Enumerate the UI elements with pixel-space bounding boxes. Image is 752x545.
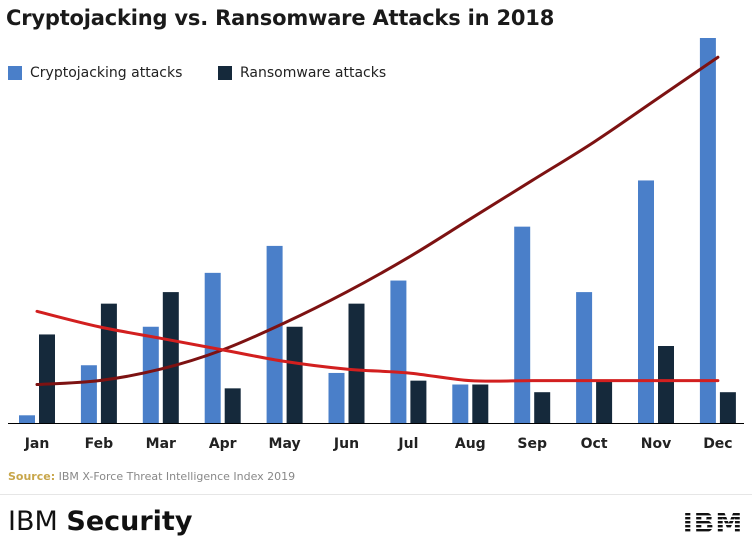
ibm-logo: IBM [682, 509, 744, 535]
legend-swatch-ransomware [218, 66, 232, 80]
legend-label-cryptojacking: Cryptojacking attacks [30, 65, 183, 81]
bar-ransomware-feb [100, 303, 117, 423]
x-tick-label-jun: Jun [333, 436, 359, 452]
x-tick-label-dec: Dec [703, 436, 732, 452]
x-tick-label-oct: Oct [581, 436, 608, 452]
bar-chart: Jan Feb Mar Apr May Jun Jul Aug Sep Oct Nov Dec [8, 38, 744, 452]
bar-ransomware-dec [719, 392, 736, 423]
x-tick-label-feb: Feb [85, 436, 114, 452]
legend-item-ransomware: Ransomware attacks [218, 65, 386, 81]
bar-cryptojacking-may [266, 245, 283, 423]
legend-swatch-cryptojacking [8, 66, 22, 80]
source-text: IBM X-Force Threat Intelligence Index 20… [58, 470, 296, 483]
x-tick-label-mar: Mar [146, 436, 176, 452]
brand-part-security: Security [66, 506, 193, 537]
legend-label-ransomware: Ransomware attacks [240, 65, 387, 81]
brand-part-ibm: IBM [8, 506, 58, 537]
bar-cryptojacking-jan [19, 415, 35, 423]
bar-cryptojacking-aug [452, 384, 469, 423]
chart-title: Cryptojacking vs. Ransomware Attacks in … [6, 6, 555, 30]
bar-ransomware-jan [39, 334, 55, 423]
bar-cryptojacking-sep [514, 226, 531, 423]
x-tick-label-may: May [269, 436, 301, 452]
trendline-cryptojacking [35, 55, 720, 386]
bar-ransomware-sep [534, 392, 551, 423]
x-tick-label-jan: Jan [24, 436, 50, 452]
x-tick-label-jul: Jul [397, 436, 418, 452]
trendline-ransomware [35, 309, 720, 383]
bar-cryptojacking-dec [699, 38, 716, 423]
x-tick-label-aug: Aug [455, 436, 486, 452]
legend-item-cryptojacking: Cryptojacking attacks [8, 65, 182, 81]
bar-cryptojacking-jul [390, 280, 407, 423]
source-label: Source: [8, 470, 56, 483]
bar-ransomware-oct [596, 380, 613, 423]
x-tick-label-apr: Apr [209, 436, 237, 452]
bar-ransomware-mar [162, 292, 179, 423]
bar-ransomware-jun [348, 303, 365, 423]
bar-cryptojacking-feb [80, 365, 97, 423]
bar-cryptojacking-jun [328, 372, 345, 423]
bar-ransomware-jul [410, 380, 427, 423]
x-tick-label-sep: Sep [517, 436, 547, 452]
footer-divider [0, 494, 752, 495]
bar-ransomware-apr [224, 388, 241, 423]
bar-cryptojacking-nov [638, 180, 654, 423]
ibm-security-brand: IBM Security [8, 506, 192, 537]
bar-ransomware-may [286, 326, 303, 423]
bar-cryptojacking-mar [142, 326, 159, 423]
bar-cryptojacking-oct [576, 292, 593, 423]
bar-ransomware-nov [658, 346, 674, 423]
x-tick-label-nov: Nov [641, 436, 671, 452]
bar-ransomware-aug [472, 384, 489, 423]
source-note: Source: IBM X-Force Threat Intelligence … [8, 470, 295, 483]
